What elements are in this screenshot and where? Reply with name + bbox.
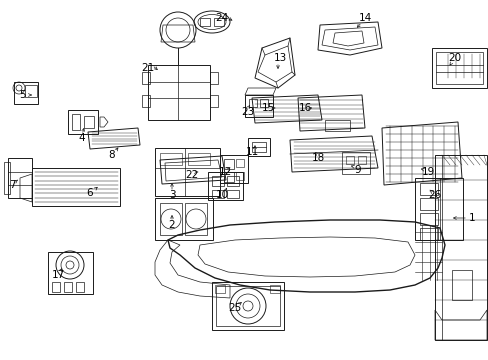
Bar (148, 65, 209, 120)
Bar (224, 159, 234, 169)
Bar (346, 156, 353, 164)
Text: 6: 6 (86, 188, 93, 198)
Text: 18: 18 (311, 153, 324, 163)
Bar (8, 158, 32, 198)
Text: 8: 8 (108, 150, 115, 160)
Bar (434, 155, 486, 340)
Text: 12: 12 (218, 167, 231, 177)
Bar (269, 285, 280, 293)
Text: 25: 25 (228, 303, 241, 313)
Text: 24: 24 (215, 13, 228, 23)
Text: 22: 22 (185, 170, 198, 180)
Bar (451, 270, 471, 300)
Bar (212, 176, 224, 186)
Text: 26: 26 (427, 190, 441, 200)
Bar (72, 114, 80, 130)
Text: 13: 13 (273, 53, 286, 63)
Bar (76, 282, 84, 292)
Bar (341, 152, 369, 174)
Bar (4, 162, 10, 194)
Text: 20: 20 (447, 53, 461, 63)
Bar (251, 142, 265, 152)
Bar (236, 172, 244, 180)
Bar (248, 99, 257, 107)
Bar (187, 153, 209, 165)
Bar (52, 282, 60, 292)
Bar (48, 252, 93, 294)
Bar (220, 155, 247, 183)
Bar (84, 116, 94, 128)
Bar (25, 85, 37, 97)
Bar (419, 183, 437, 195)
Bar (155, 198, 213, 240)
Text: 11: 11 (245, 147, 258, 157)
Bar (142, 95, 150, 107)
Bar (260, 99, 267, 107)
Bar (419, 213, 437, 225)
Bar (244, 95, 272, 117)
Text: 23: 23 (241, 107, 254, 117)
Text: 19: 19 (421, 167, 434, 177)
Text: 4: 4 (79, 133, 85, 143)
Text: 17: 17 (51, 270, 64, 280)
Text: 10: 10 (215, 190, 228, 200)
Bar (160, 203, 182, 235)
Bar (14, 82, 38, 104)
Bar (431, 48, 486, 88)
Bar (212, 190, 224, 198)
Bar (216, 286, 280, 326)
Text: 9: 9 (354, 165, 361, 175)
Bar (64, 282, 72, 292)
Bar (419, 228, 437, 240)
Text: 1: 1 (468, 213, 474, 223)
Bar (212, 282, 284, 330)
Bar (419, 198, 437, 210)
Bar (32, 168, 120, 206)
Text: 14: 14 (358, 13, 371, 23)
Bar (215, 285, 224, 293)
Bar (357, 156, 365, 164)
Bar (207, 172, 243, 200)
Text: 15: 15 (261, 103, 274, 113)
Bar (214, 18, 224, 26)
Bar (236, 159, 244, 167)
Bar (200, 18, 209, 26)
Bar (209, 95, 218, 107)
Bar (226, 190, 239, 198)
Bar (226, 176, 239, 186)
Text: 7: 7 (9, 180, 15, 190)
Text: 3: 3 (168, 190, 175, 200)
Bar (68, 110, 98, 134)
Bar (155, 148, 220, 196)
Text: 16: 16 (298, 103, 311, 113)
Bar (184, 203, 206, 235)
Text: 21: 21 (141, 63, 154, 73)
Text: 2: 2 (168, 220, 175, 230)
Bar (224, 172, 234, 182)
Bar (435, 52, 482, 84)
Bar (414, 178, 462, 240)
Bar (209, 72, 218, 84)
Text: 5: 5 (19, 90, 25, 100)
Bar (247, 138, 269, 156)
Bar (142, 72, 150, 84)
Bar (160, 153, 182, 165)
